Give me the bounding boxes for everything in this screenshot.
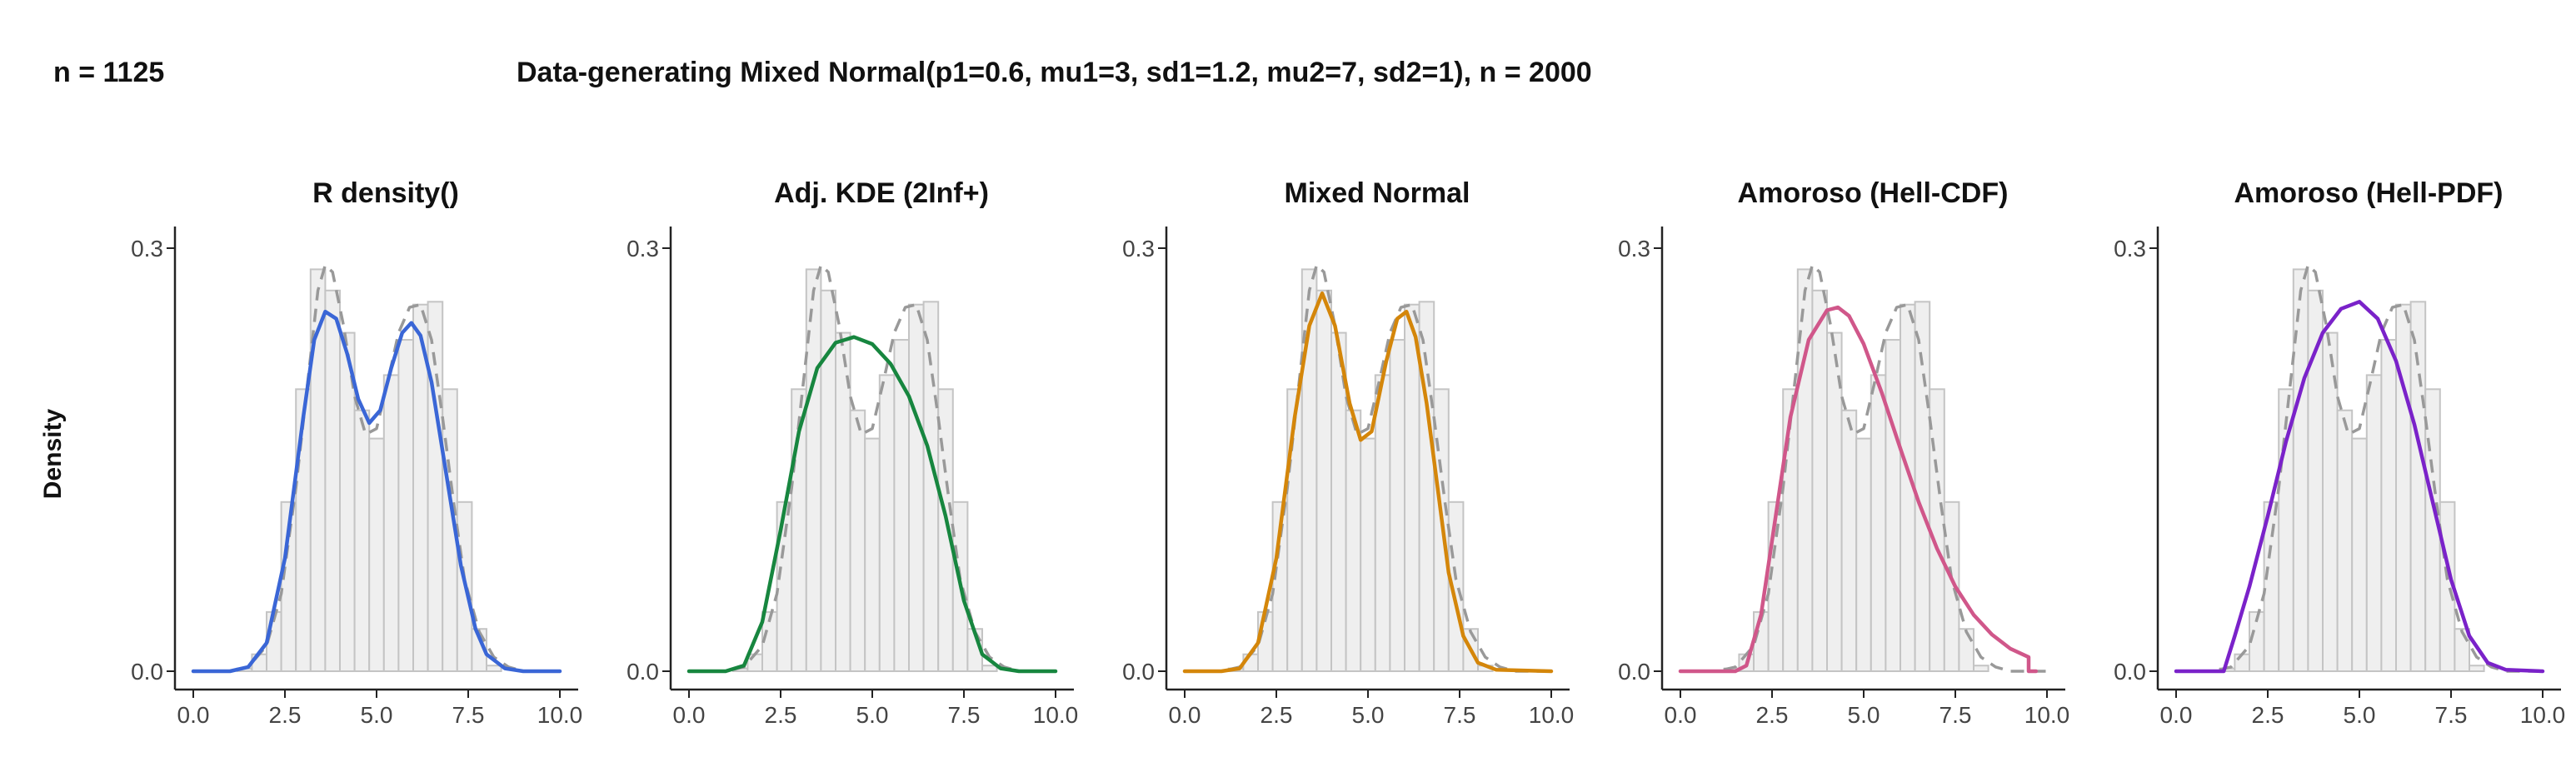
- x-tick-label: 0.0: [177, 702, 210, 728]
- x-tick-label: 2.5: [269, 702, 302, 728]
- histogram-bar: [1943, 501, 1960, 672]
- x-tick-label: 10.0: [2024, 702, 2070, 728]
- histogram-bar: [1929, 388, 1945, 672]
- histogram-bar: [2278, 388, 2294, 672]
- histogram-bar: [1840, 409, 1858, 672]
- histogram-bar: [2365, 374, 2383, 672]
- x-tick-label: 10.0: [1529, 702, 1575, 728]
- x-tick-label: 5.0: [2344, 702, 2376, 728]
- histogram-bar: [2469, 665, 2485, 673]
- y-tick-label: 0.0: [2114, 659, 2146, 685]
- y-tick-label: 0.3: [1618, 236, 1650, 261]
- y-tick-label: 0.0: [1618, 659, 1650, 685]
- histogram-bar: [746, 653, 764, 672]
- y-tick-label: 0.3: [2114, 236, 2146, 261]
- sample-size-label: n = 1125: [53, 57, 165, 88]
- figure-title: Data-generating Mixed Normal(p1=0.6, mu1…: [517, 57, 1592, 88]
- y-tick-label: 0.0: [1122, 659, 1155, 685]
- histogram-bar: [1958, 628, 1974, 673]
- histogram-bar: [776, 501, 793, 672]
- histogram-bar: [1973, 665, 1989, 673]
- histogram-bar: [353, 409, 371, 672]
- x-tick-label: 2.5: [1261, 702, 1293, 728]
- x-tick-label: 7.5: [452, 702, 485, 728]
- fitted-density-curve: [2174, 300, 2545, 674]
- x-tick-label: 0.0: [2160, 702, 2193, 728]
- x-tick-label: 5.0: [361, 702, 393, 728]
- panel-title: Amoroso (Hell-PDF): [2234, 177, 2504, 209]
- x-tick-label: 7.5: [1939, 702, 1972, 728]
- x-tick-label: 0.0: [673, 702, 706, 728]
- histogram-bar: [2380, 339, 2397, 672]
- x-tick-label: 10.0: [1033, 702, 1079, 728]
- x-tick-label: 0.0: [1665, 702, 1697, 728]
- histogram-bar: [368, 437, 385, 672]
- histogram-bar: [1855, 437, 1872, 672]
- x-tick-label: 0.0: [1169, 702, 1201, 728]
- histogram-bar: [1796, 268, 1814, 672]
- histogram-bar: [878, 374, 896, 672]
- fitted-density-curve: [686, 335, 1058, 674]
- histogram-bar: [1885, 339, 1901, 672]
- histogram-bar: [1374, 374, 1391, 672]
- y-tick-label: 0.3: [1122, 236, 1155, 261]
- histogram-bar: [1782, 388, 1799, 672]
- histogram-bar: [2292, 268, 2309, 672]
- histogram-bar: [1404, 303, 1420, 672]
- y-tick-label: 0.0: [131, 659, 163, 685]
- histogram-bar: [1447, 501, 1465, 672]
- x-tick-label: 7.5: [1444, 702, 1476, 728]
- x-tick-label: 10.0: [537, 702, 583, 728]
- fitted-density-curve: [191, 309, 562, 674]
- x-tick-label: 5.0: [1848, 702, 1880, 728]
- reference-density-curve: [1185, 263, 1551, 673]
- x-tick-label: 10.0: [2520, 702, 2566, 728]
- histogram-bar: [1360, 437, 1376, 672]
- histogram-bar: [324, 289, 341, 672]
- x-tick-label: 7.5: [948, 702, 981, 728]
- reference-density-curve: [1680, 263, 2047, 673]
- histogram-bar: [2234, 653, 2250, 672]
- histogram-bar: [2395, 303, 2412, 672]
- histogram-bar: [1811, 289, 1828, 672]
- y-tick-label: 0.3: [131, 236, 163, 261]
- x-tick-label: 5.0: [1352, 702, 1385, 728]
- histogram-bar: [908, 303, 925, 672]
- panel-title: R density(): [312, 177, 459, 209]
- y-tick-label: 0.0: [627, 659, 659, 685]
- histogram-bar: [486, 665, 502, 673]
- histogram-bar: [2351, 437, 2368, 672]
- reference-density-curve: [193, 263, 560, 673]
- y-tick-label: 0.3: [627, 236, 659, 261]
- x-tick-label: 2.5: [2252, 702, 2284, 728]
- histogram-bar: [1389, 339, 1406, 672]
- histogram-bar: [864, 437, 881, 672]
- histogram-bar: [1315, 289, 1333, 672]
- histogram-bar: [937, 388, 954, 672]
- x-tick-label: 2.5: [765, 702, 797, 728]
- x-tick-label: 2.5: [1756, 702, 1789, 728]
- panel-title: Adj. KDE (2Inf+): [774, 177, 989, 209]
- histogram-bar: [805, 268, 822, 672]
- histogram-bar: [397, 339, 414, 672]
- histogram-bar: [981, 665, 998, 673]
- fitted-density-curve: [1678, 305, 2039, 674]
- x-tick-label: 7.5: [2435, 702, 2468, 728]
- x-tick-label: 5.0: [856, 702, 889, 728]
- panel-title: Mixed Normal: [1285, 177, 1470, 209]
- histogram-bar: [849, 409, 866, 672]
- reference-density-curve: [2176, 263, 2543, 673]
- fitted-density-curve: [1182, 291, 1554, 674]
- panel-title: Amoroso (Hell-CDF): [1738, 177, 2009, 209]
- histogram-bar: [2336, 409, 2354, 672]
- histogram-bar: [382, 374, 400, 672]
- histogram-bar: [1870, 374, 1887, 672]
- histogram-bar: [1345, 409, 1362, 672]
